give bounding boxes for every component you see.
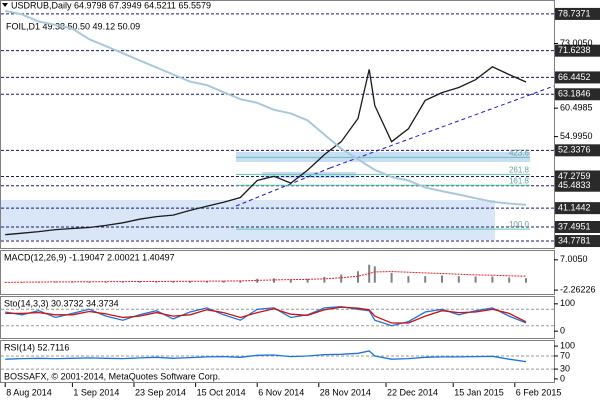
x-tick-label: 15 Jan 2015 [454,387,504,397]
level-label: 78.7371 [558,8,591,18]
y-tick-label: 0 [560,326,565,336]
price-line [4,9,527,206]
x-tick-label: 6 Nov 2014 [258,387,304,397]
level-box [555,7,600,20]
level-label: 37.4951 [558,221,591,231]
level-label: 34.7781 [558,235,591,245]
level-box [555,170,600,183]
y-tick-label: 30 [560,363,570,373]
x-tick-label: 28 Nov 2014 [320,387,371,397]
level-box [555,44,600,57]
chart-title: USDRUB,Daily 64.9798 67.3949 64.5211 65.… [11,0,211,10]
level-box [555,71,600,84]
y-tick-label: 7.0050 [560,254,588,264]
x-tick-label: 1 Sep 2014 [73,387,119,397]
fib-zone [1,200,495,240]
level-box [555,144,600,157]
level-label: 47.2759 [558,171,591,181]
level-box [555,202,600,215]
level-box [555,88,600,101]
level-label: 52.3376 [558,145,591,155]
rsi-panel [0,340,555,383]
trend-line [329,85,555,169]
menu-icon[interactable] [2,3,8,7]
chart-subtitle: FOIL,D1 49.38 50.50 49.12 50.09 [6,21,140,31]
level-label: 45.4833 [558,180,591,190]
price-line [5,305,527,327]
indicator-title: MACD(12,26,9) -1.19047 2.00021 1.40497 [4,252,175,262]
y-tick-label: 100 [560,340,575,350]
y-tick-label: 54.9950 [560,131,593,141]
fib-label: 261.8 [509,165,530,174]
level-box [555,179,600,192]
signal-line [5,271,527,283]
x-tick-label: 6 Feb 2015 [516,387,562,397]
price-line [5,350,527,363]
x-tick-label: 15 Oct 2014 [197,387,246,397]
y-tick-label: 60.4985 [560,103,593,113]
indicator-title: RSI(14) 52.7116 [4,342,69,352]
y-tick-label: -2.26226 [560,284,596,294]
level-box [555,220,600,233]
price-line [5,306,527,324]
level-box [555,235,600,248]
fib-label: 100.0 [509,220,530,229]
level-label: 63.1846 [558,89,591,99]
macd-panel [0,250,555,295]
level-label: 66.4452 [558,72,591,82]
fib-zone [262,172,356,178]
level-label: 41.1442 [558,203,591,213]
fib-label: 423.6 [509,148,530,157]
indicator-title: Sto(14,3,3) 30.3732 34.3734 [4,298,119,308]
y-tick-label: 100 [560,298,575,308]
y-tick-label: 73.0050 [560,38,593,48]
footer: BOSSAFX, © 2001-2014, MetaQuotes Softwar… [4,371,220,381]
x-tick-label: 8 Aug 2014 [6,387,52,397]
y-tick-label: 0 [560,373,565,383]
stoch-panel [0,296,555,339]
level-label: 71.6238 [558,45,591,55]
x-tick-label: 23 Sep 2014 [135,387,186,397]
y-tick-label: 70 [560,350,570,360]
price-line [5,66,527,236]
fib-label: 161.8 [509,176,530,185]
x-tick-label: 22 Dec 2014 [387,387,438,397]
